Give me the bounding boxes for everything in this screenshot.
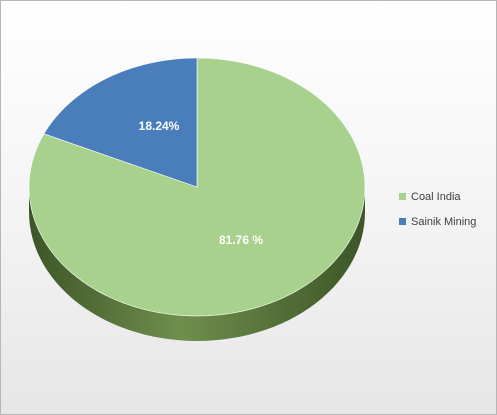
pie-side-coal-india	[29, 187, 365, 341]
pie-labels: 81.76 % 18.24%	[139, 119, 264, 247]
legend-entry-coal-india: Coal India	[399, 189, 476, 204]
legend: Coal India Sainik Mining	[399, 189, 476, 239]
legend-label-sainik-mining: Sainik Mining	[411, 215, 477, 228]
pie-slice-coal-india	[28, 57, 366, 317]
legend-entry-sainik-mining: Sainik Mining	[399, 214, 476, 229]
data-label-sainik-mining: 18.24%	[139, 119, 180, 133]
legend-label-coal-india: Coal India	[411, 190, 461, 203]
legend-swatch-sainik-mining	[399, 218, 406, 225]
pie-tops	[28, 57, 366, 317]
legend-swatch-coal-india	[399, 193, 406, 200]
pie-sides	[29, 187, 365, 341]
pie-slice-sainik-mining	[43, 57, 198, 188]
data-label-coal-india: 81.76 %	[219, 233, 263, 247]
